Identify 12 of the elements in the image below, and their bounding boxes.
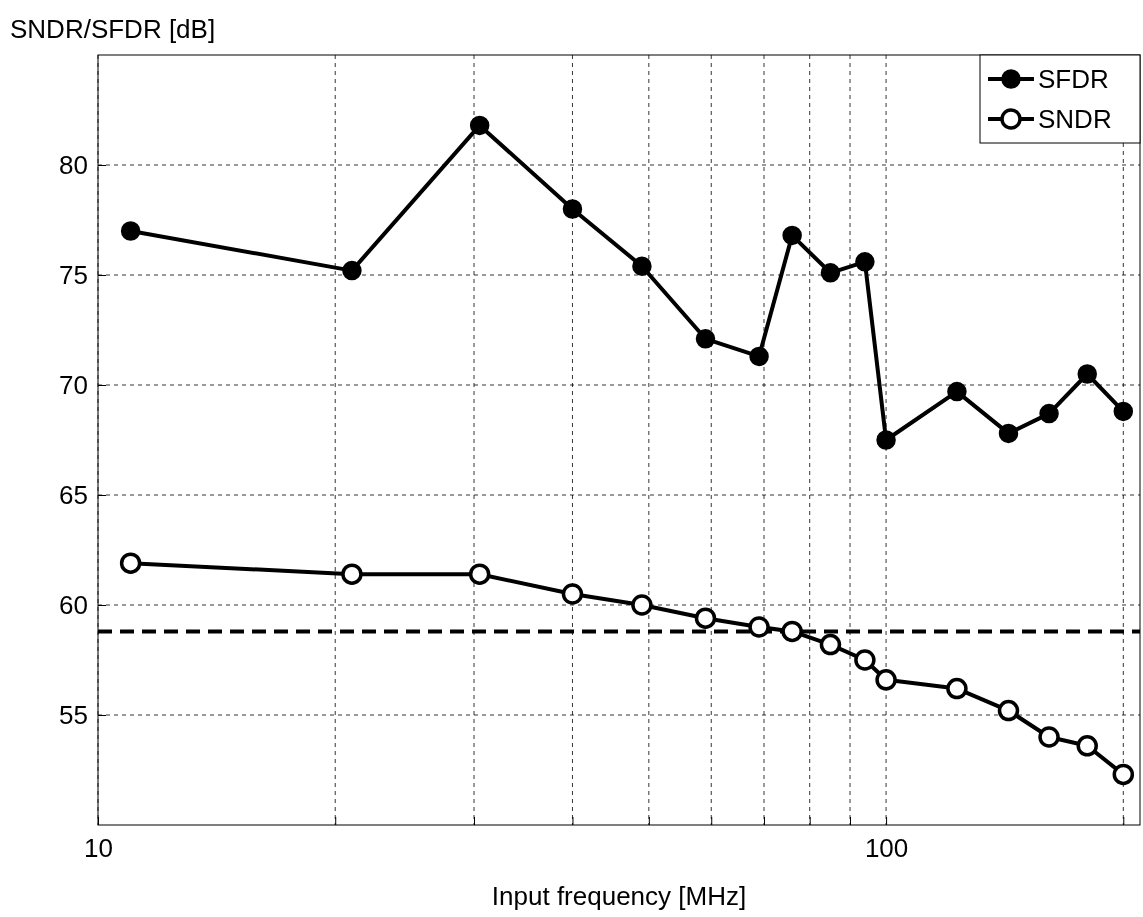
x-tick-label: 100 (864, 833, 909, 864)
y-tick-label: 75 (59, 259, 88, 290)
legend-label: SNDR (1038, 104, 1112, 134)
y-tick-label: 80 (59, 149, 88, 180)
y-axis-title: SNDR/SFDR [dB] (10, 14, 216, 44)
y-tick-label: 60 (59, 589, 88, 620)
y-tick-label: 70 (59, 369, 88, 400)
x-tick-label: 10 (84, 833, 113, 864)
y-tick-label: 65 (59, 479, 88, 510)
x-axis-title: Input frequency [MHz] (491, 881, 747, 911)
legend-label: SFDR (1038, 64, 1109, 94)
y-tick-label: 55 (59, 699, 88, 730)
